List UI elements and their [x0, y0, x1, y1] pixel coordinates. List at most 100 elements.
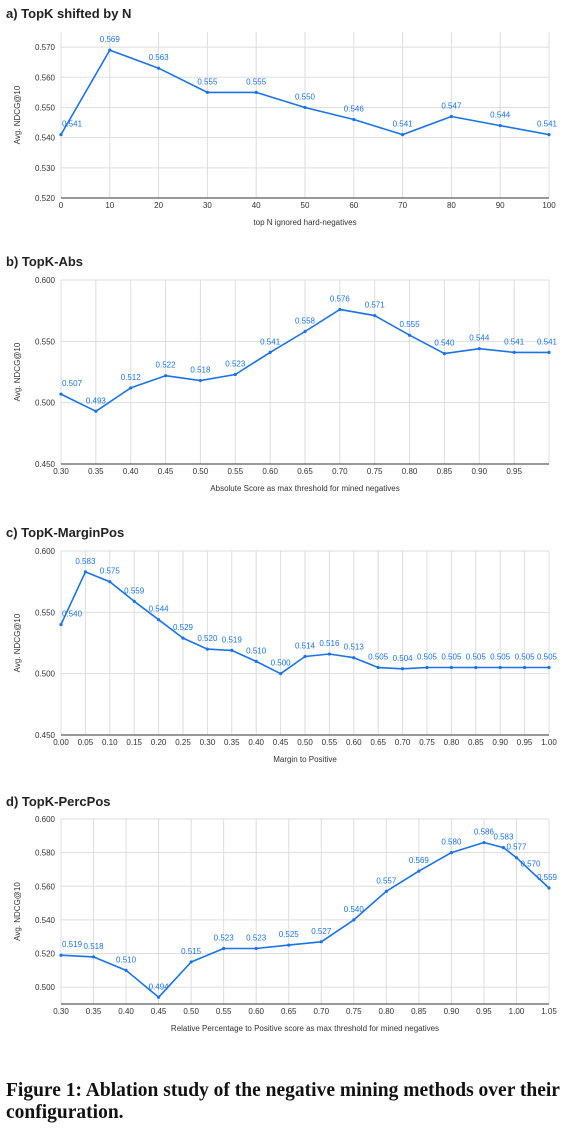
data-point [132, 599, 136, 603]
data-label: 0.519 [222, 635, 243, 644]
y-tick-label: 0.520 [35, 950, 56, 959]
data-point [233, 372, 237, 377]
x-tick-label: 0.50 [183, 1007, 199, 1016]
data-point [108, 48, 112, 52]
data-point [189, 960, 193, 964]
x-tick-label: 0.50 [193, 467, 209, 476]
chart-panel-a: a) TopK shifted by N 0.520 0.530 0.540 0.550… [6, 6, 558, 227]
data-point [287, 943, 291, 947]
data-label: 0.522 [156, 361, 177, 370]
data-label: 0.544 [149, 605, 170, 614]
data-point [157, 995, 161, 999]
x-tick-label: 0.45 [151, 1007, 167, 1016]
data-point [254, 946, 258, 951]
x-axis-label: Relative Percentage to Positive score as… [171, 1024, 439, 1033]
data-point [352, 117, 356, 122]
y-axis-label: Avg. NDCG@10 [13, 613, 22, 672]
data-point [523, 665, 527, 670]
data-label: 0.563 [149, 53, 170, 62]
data-point [163, 374, 168, 378]
chart-panel-b: b) TopK-Abs 0.450 0.500 0.550 0.600 0.30 0.35 0… [6, 254, 558, 493]
data-point [129, 386, 133, 390]
chart-title: a) TopK shifted by N [6, 6, 131, 21]
x-tick-label: 0.30 [53, 1007, 69, 1016]
y-tick-label: 0.600 [35, 815, 56, 824]
y-tick-label: 0.530 [35, 164, 56, 173]
data-label: 0.575 [100, 567, 121, 576]
data-point [94, 409, 98, 413]
y-tick-label: 0.600 [35, 276, 56, 285]
data-label: 0.583 [75, 557, 96, 566]
x-tick-label: 0.90 [492, 738, 508, 747]
data-label: 0.541 [393, 120, 414, 129]
data-point [198, 378, 203, 383]
data-label: 0.555 [246, 77, 267, 86]
x-axis-label: Margin to Positive [273, 755, 337, 764]
data-label: 0.523 [225, 359, 246, 368]
data-label: 0.505 [441, 653, 462, 662]
y-axis-label: Avg. NDCG@10 [13, 882, 22, 941]
x-tick-label: 0.80 [444, 738, 460, 747]
data-point [205, 647, 209, 651]
x-tick-label: 0.70 [313, 1007, 329, 1016]
figure-caption: Figure 1: Ablation study of the negative… [6, 1080, 560, 1123]
data-label: 0.523 [214, 934, 235, 943]
x-tick-label: 0.45 [273, 738, 289, 747]
data-point [268, 350, 272, 354]
x-tick-label: 0.35 [86, 1007, 102, 1016]
x-tick-label: 0.15 [126, 738, 142, 747]
data-point [417, 869, 421, 873]
data-label: 0.571 [365, 301, 386, 310]
data-point [59, 392, 63, 396]
data-point [373, 313, 377, 318]
y-tick-label: 0.550 [35, 103, 56, 112]
x-tick-label: 100 [542, 201, 556, 210]
x-tick-label: 1.00 [541, 738, 557, 747]
x-tick-label: 0.35 [224, 738, 240, 747]
data-point [547, 665, 551, 670]
x-tick-label: 0.85 [437, 467, 453, 476]
data-label: 0.504 [393, 654, 414, 663]
y-tick-label: 0.450 [35, 460, 56, 469]
data-label: 0.586 [474, 828, 495, 837]
y-tick-label: 0.570 [35, 43, 56, 52]
data-point [501, 845, 506, 850]
x-tick-label: 0.05 [78, 738, 94, 747]
data-point [352, 656, 356, 660]
data-label: 0.505 [537, 653, 558, 662]
x-tick-label: 0.40 [123, 467, 139, 476]
data-label: 0.505 [466, 653, 487, 662]
x-tick-label: 1.00 [509, 1007, 525, 1016]
x-tick-label: 0.60 [262, 467, 278, 476]
data-point [514, 856, 519, 860]
data-point [474, 665, 478, 670]
data-point [279, 672, 283, 676]
data-point [303, 329, 307, 334]
data-label: 0.540 [344, 905, 365, 914]
x-tick-label: 0.00 [53, 738, 69, 747]
data-point [59, 953, 63, 957]
y-tick-label: 0.520 [35, 194, 56, 203]
x-tick-label: 0.40 [248, 738, 264, 747]
x-tick-label: 0.75 [367, 467, 383, 476]
data-point [157, 66, 161, 70]
data-point [442, 352, 447, 356]
data-label: 0.512 [121, 373, 142, 382]
data-label: 0.520 [197, 634, 218, 643]
data-point [376, 665, 380, 670]
data-label: 0.525 [279, 930, 300, 939]
data-point [482, 840, 486, 845]
x-tick-label: 0.95 [476, 1007, 492, 1016]
x-tick-label: 0.10 [102, 738, 118, 747]
data-point [449, 851, 453, 855]
data-label: 0.519 [62, 940, 83, 949]
x-tick-label: 50 [301, 201, 310, 210]
data-point [230, 648, 234, 652]
data-label: 0.513 [344, 643, 365, 652]
data-point [91, 955, 96, 959]
data-point [547, 350, 551, 354]
data-label: 0.547 [441, 102, 462, 111]
x-tick-label: 0.75 [346, 1007, 362, 1016]
x-tick-label: 0.75 [419, 738, 435, 747]
x-tick-label: 0 [59, 201, 64, 210]
